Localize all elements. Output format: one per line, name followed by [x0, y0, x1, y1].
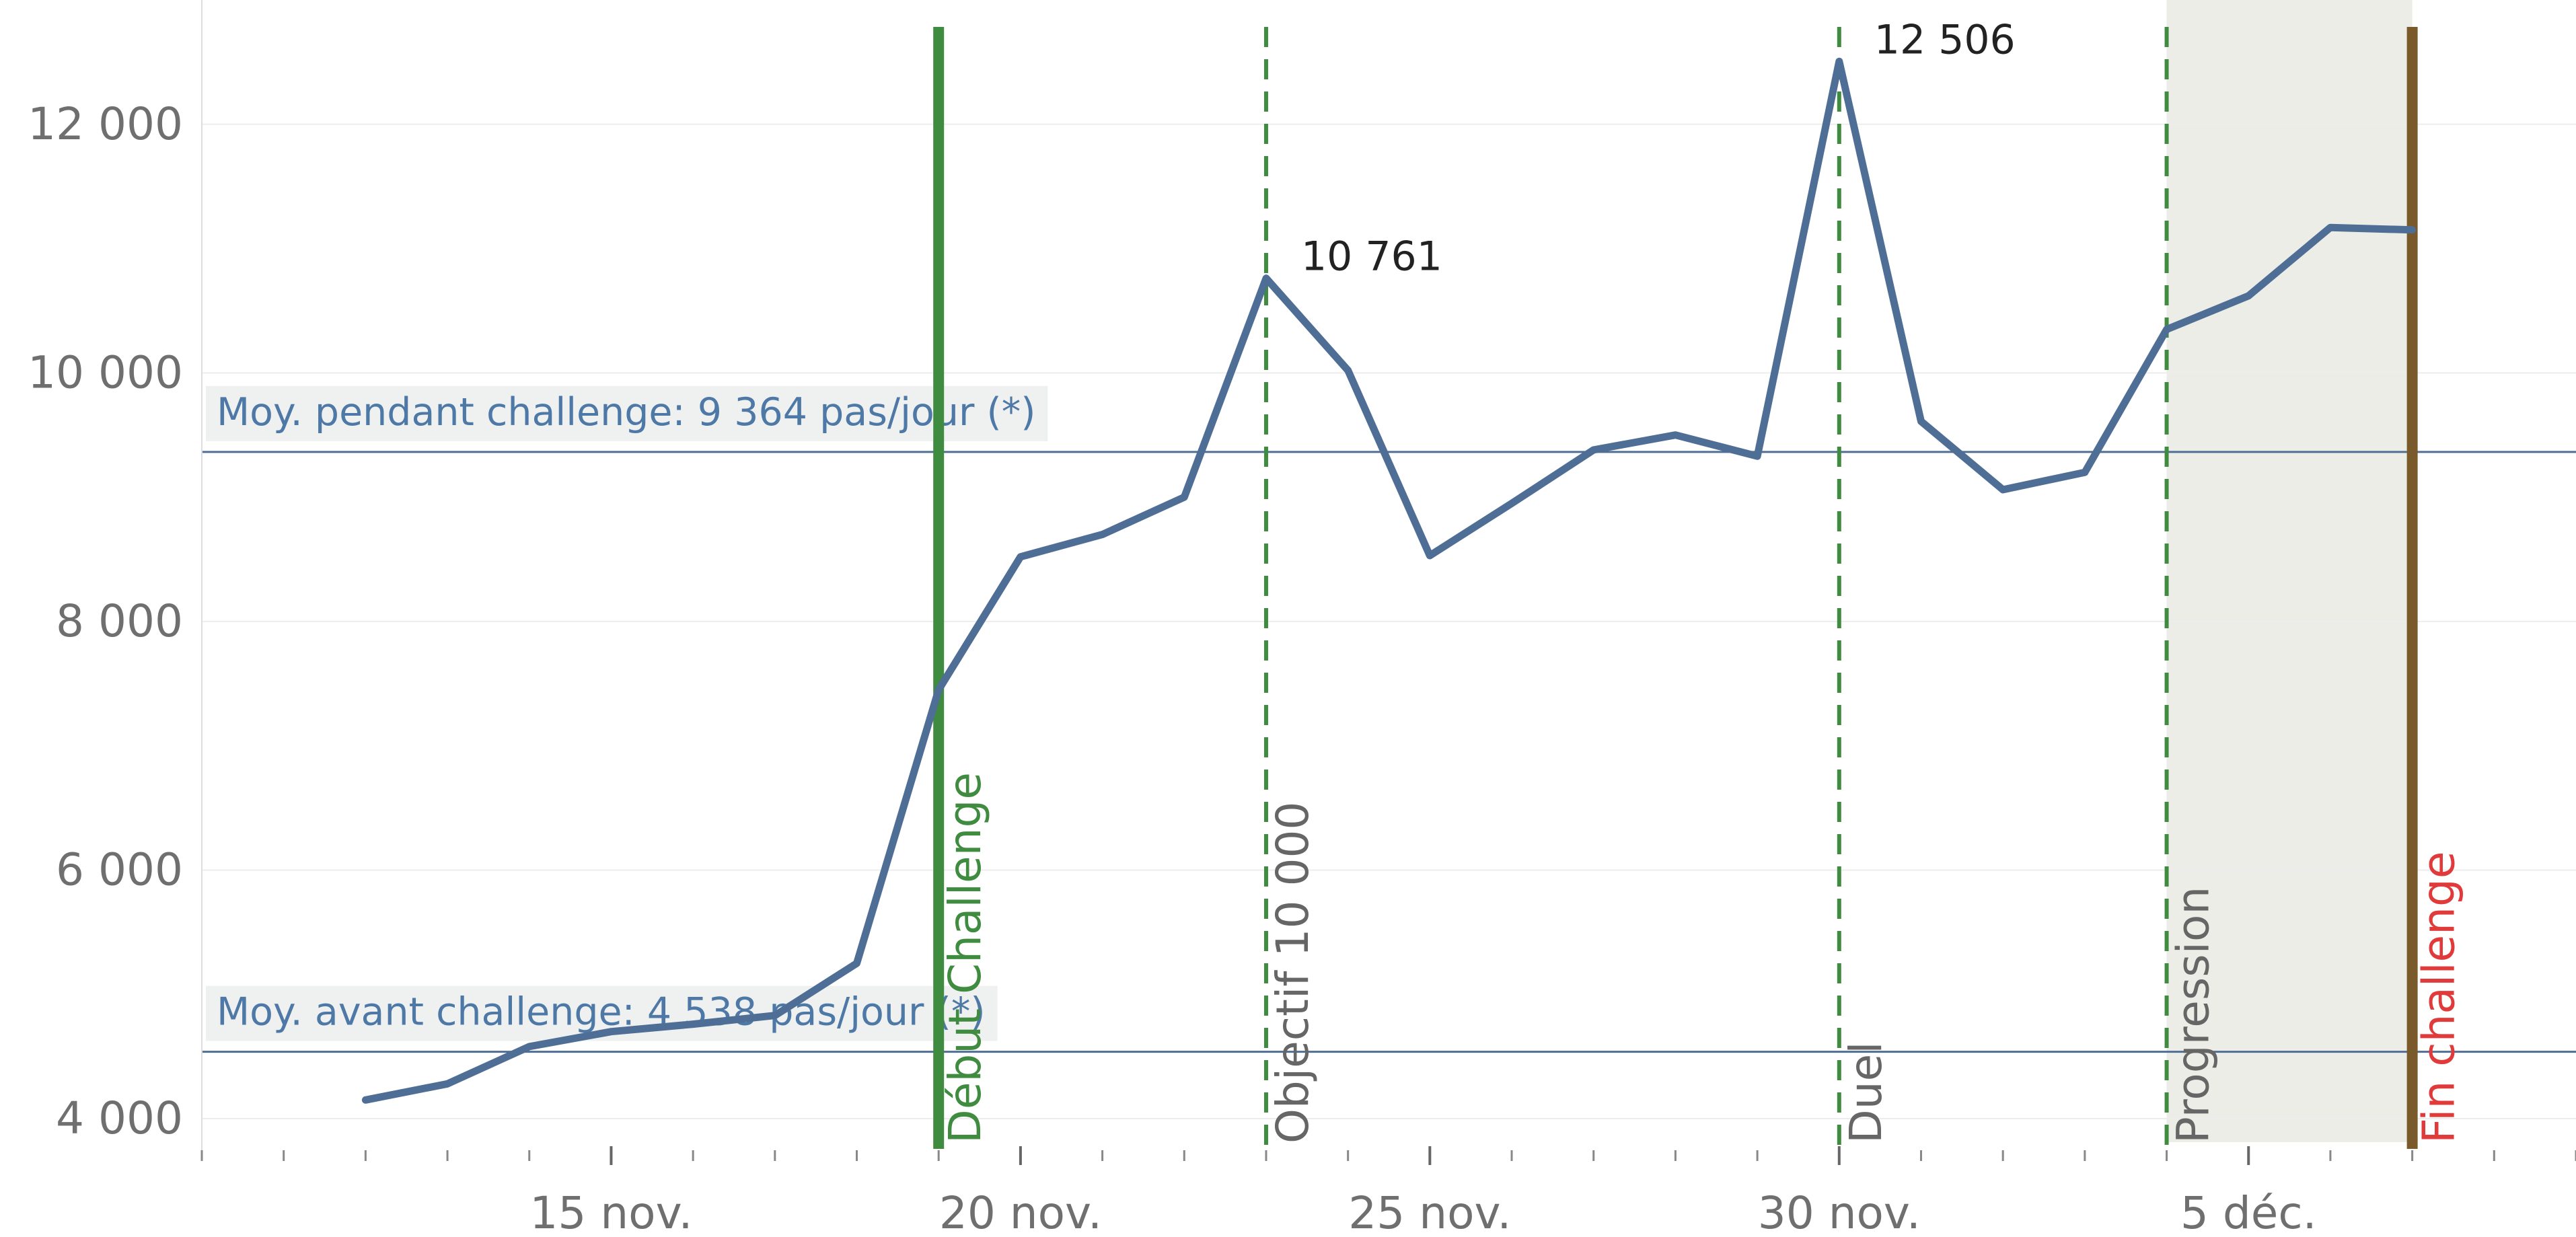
- data-point: [444, 1080, 451, 1088]
- data-point: [1754, 453, 1761, 460]
- event-label: Objectif 10 000: [1267, 802, 1319, 1144]
- event-label: Duel: [1840, 1041, 1892, 1144]
- x-tick-label: 20 nov.: [939, 1187, 1102, 1237]
- data-point: [1017, 553, 1024, 560]
- data-label: 10 761: [1301, 233, 1442, 280]
- data-point: [1672, 431, 1679, 439]
- data-point: [1999, 486, 2007, 494]
- data-point: [1099, 531, 1106, 538]
- data-point: [1508, 500, 1516, 507]
- x-tick-label: 30 nov.: [1758, 1187, 1921, 1237]
- data-point: [1426, 552, 1434, 559]
- data-point: [2163, 326, 2170, 333]
- data-point: [2081, 469, 2088, 476]
- shaded-band: [2166, 0, 2413, 1142]
- axes: 4 000 6 000 8 000 10 000 12 000 15 nov. 20 nov…: [28, 0, 2576, 1237]
- x-tick-label: 15 nov.: [529, 1187, 692, 1237]
- reference-label: Moy. avant challenge: 4 538 pas/jour (*): [217, 990, 986, 1035]
- shaded-band-layer: [2166, 0, 2413, 1142]
- data-point: [853, 960, 860, 967]
- data-point: [362, 1096, 369, 1104]
- event-lines: Début Challenge Objectif 10 000 Duel Progre…: [933, 27, 2465, 1149]
- series-layer: [361, 57, 2417, 1104]
- data-point: [771, 1012, 778, 1019]
- y-tick-label: 10 000: [28, 346, 183, 398]
- y-tick-label: 6 000: [56, 844, 183, 895]
- data-point: [1917, 418, 1925, 425]
- y-tick-label: 4 000: [56, 1092, 183, 1144]
- data-point: [1835, 58, 1843, 65]
- data-label: 12 506: [1874, 16, 2016, 63]
- series-line: [361, 57, 2417, 1104]
- data-point: [2245, 292, 2252, 299]
- event-label: Fin challenge: [2413, 852, 2465, 1144]
- data-point: [690, 1020, 697, 1028]
- data-point: [1344, 367, 1352, 374]
- y-tick-label: 12 000: [28, 98, 183, 150]
- data-point: [1181, 494, 1188, 501]
- gridlines: [202, 123, 2576, 1120]
- data-point: [2408, 226, 2416, 233]
- data-point: [608, 1028, 615, 1035]
- y-tick-label: 8 000: [56, 595, 183, 647]
- reference-label: Moy. pendant challenge: 9 364 pas/jour (…: [217, 390, 1035, 435]
- data-point: [935, 686, 943, 694]
- x-tick-label: 25 nov.: [1348, 1187, 1511, 1237]
- data-point: [525, 1043, 533, 1050]
- reference-label-background: [206, 385, 1048, 441]
- data-point: [2326, 224, 2334, 231]
- event-label: Progression: [2168, 887, 2219, 1144]
- data-point: [1590, 446, 1597, 453]
- data-point: [1262, 274, 1269, 282]
- event-label: Début Challenge: [939, 772, 991, 1144]
- x-tick-label: 5 déc.: [2180, 1187, 2317, 1237]
- reference-lines: Moy. pendant challenge: 9 364 pas/jour (…: [202, 385, 2576, 1053]
- annotations: 10 761 12 506: [1301, 16, 2016, 280]
